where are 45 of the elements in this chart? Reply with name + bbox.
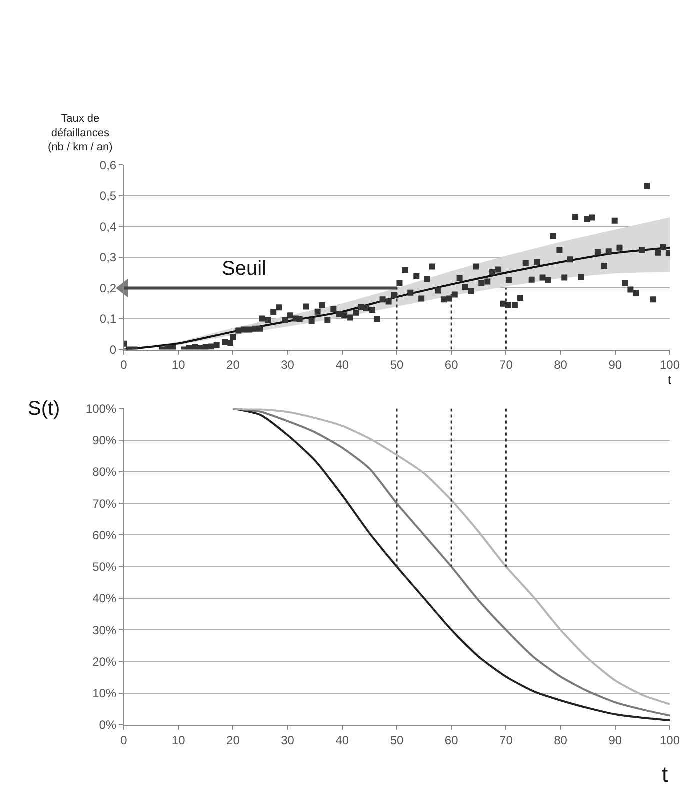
y-tick-label: 0,5 (100, 189, 117, 204)
x-tick-label: 50 (390, 358, 404, 372)
x-tick-label: 20 (226, 733, 240, 748)
x-tick-label: 80 (554, 358, 568, 372)
y-tick-label: 0% (99, 718, 117, 732)
x-tick-label: 40 (336, 733, 350, 748)
x-axis-title: t (662, 762, 668, 786)
y-tick-label: 70% (92, 496, 117, 511)
x-tick-label: 100 (660, 358, 680, 372)
y-tick-label: 40% (92, 592, 117, 606)
y-tick-label: 0,2 (100, 281, 117, 296)
y-tick-label: 100% (86, 402, 117, 416)
x-tick-label: 0 (120, 733, 128, 748)
y-tick-label: 0 (110, 342, 117, 357)
x-tick-label: 60 (444, 358, 459, 372)
y-axis-title: Taux de défaillances (nb / km / an) (48, 113, 113, 154)
x-tick-label: 80 (554, 733, 568, 748)
x-tick-label: 30 (281, 733, 295, 748)
x-tick-label: 20 (226, 358, 240, 372)
x-tick-label: 90 (608, 358, 622, 372)
y-tick-label: 80% (92, 465, 117, 480)
y-tick-label: 0,3 (100, 250, 117, 265)
y-tick-label: 60% (92, 528, 117, 542)
annotation: Seuil (222, 258, 266, 280)
x-tick-label: 10 (172, 733, 186, 748)
y-tick-label: 0,4 (100, 220, 117, 234)
y-axis-title: S(t) (28, 398, 60, 420)
x-tick-label: 30 (281, 358, 295, 372)
y-tick-label: 50% (92, 560, 117, 574)
x-tick-label: 40 (336, 358, 350, 372)
x-axis-title: t (668, 373, 672, 387)
x-tick-label: 70 (500, 358, 514, 372)
y-tick-label: 90% (92, 434, 117, 448)
y-tick-label: 0,6 (100, 158, 117, 172)
y-tick-label: 20% (92, 654, 117, 669)
x-tick-label: 90 (608, 733, 622, 748)
x-tick-label: 100 (660, 733, 680, 748)
x-tick-label: 60 (444, 733, 459, 748)
y-tick-label: 0,1 (100, 312, 117, 326)
x-tick-label: 70 (500, 733, 514, 748)
y-tick-label: 10% (92, 686, 117, 701)
x-tick-label: 0 (120, 358, 128, 372)
x-tick-label: 50 (390, 733, 404, 748)
x-tick-label: 10 (172, 358, 186, 372)
y-tick-label: 30% (92, 623, 117, 638)
